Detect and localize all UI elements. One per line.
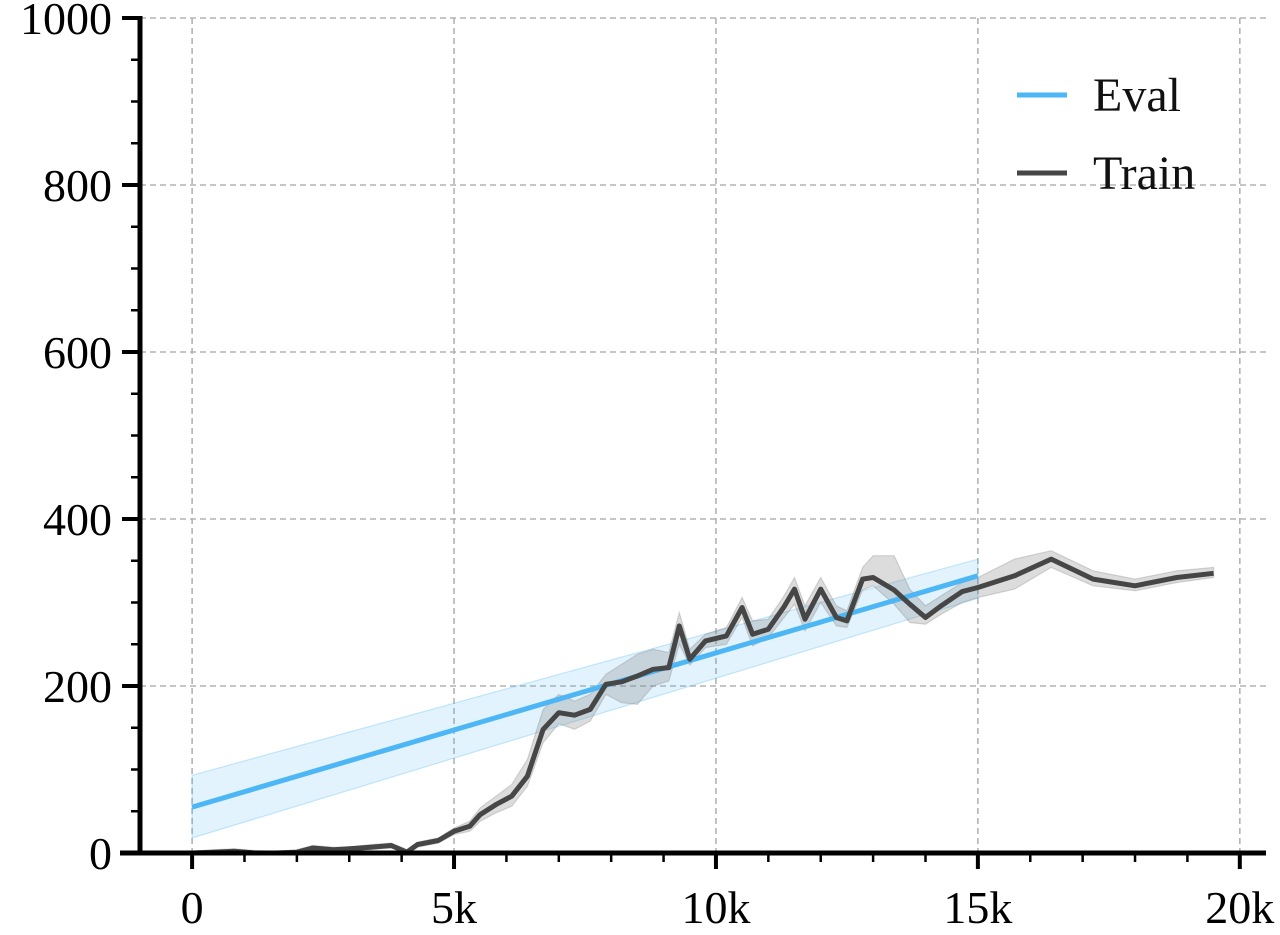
legend-item-eval: Eval [1017,69,1181,122]
y-tick-label-2: 400 [43,494,112,545]
y-tick-label-0: 0 [89,828,112,879]
y-tick-label-1: 200 [43,661,112,712]
tick-labels: 0 200 400 600 800 1000 0 5k 10k 15k 20k [20,0,1274,933]
y-tick-label-5: 1000 [20,0,112,44]
confidence-bands [191,550,1215,854]
y-tick-label-3: 600 [43,327,112,378]
x-tick-label-0: 0 [181,882,204,933]
x-tick-label-3: 15k [943,882,1012,933]
grid-lines [140,17,1266,853]
series-line-eval [191,573,979,810]
band-train [191,550,1215,854]
legend: Eval Train [1017,69,1195,200]
legend-label-eval: Eval [1093,69,1181,122]
x-tick-label-1: 5k [431,882,477,933]
band-eval [191,558,979,839]
y-tick-label-4: 800 [43,160,112,211]
series-lines [191,556,1214,856]
legend-item-train: Train [1017,147,1195,200]
legend-label-train: Train [1093,147,1195,200]
series-line-train [192,556,1214,856]
x-tick-label-4: 20k [1205,882,1274,933]
axes [120,16,1266,869]
x-tick-label-2: 10k [681,882,750,933]
